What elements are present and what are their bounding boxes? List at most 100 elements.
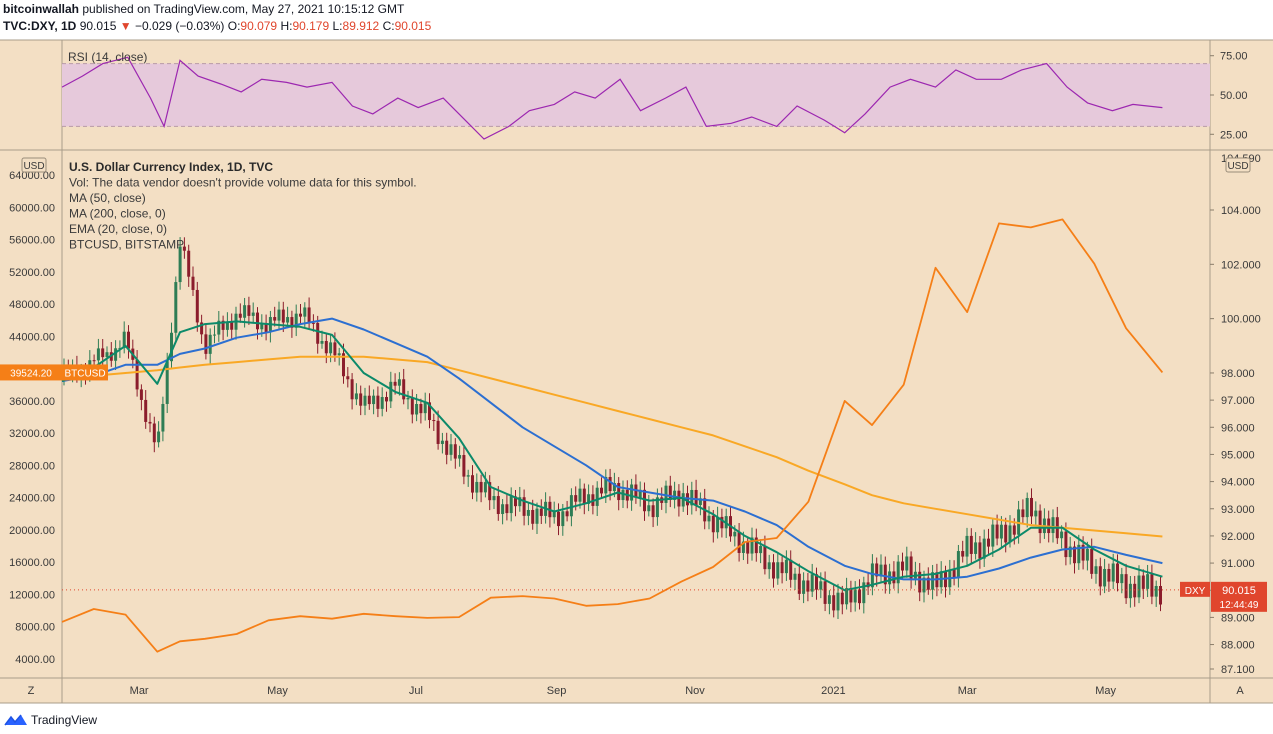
time-axis-label: Jul [409, 685, 423, 697]
candle-up [260, 323, 264, 330]
right-price-tick: 87.100 [1221, 664, 1255, 676]
candle-down [367, 395, 371, 405]
candle-down [858, 589, 861, 604]
rsi-tick-label: 25.00 [1220, 129, 1248, 141]
candle-down [479, 481, 483, 493]
left-price-tick: 20000.00 [9, 525, 55, 537]
left-price-tick: 36000.00 [9, 396, 55, 408]
candle-up [982, 538, 986, 559]
candle-up [1128, 583, 1132, 599]
time-axis-label: 2021 [821, 685, 845, 697]
left-price-tick: 64000.00 [9, 170, 55, 182]
close-value: 90.015 [394, 19, 432, 33]
candle-down [1090, 548, 1094, 574]
candle-up [509, 496, 513, 514]
candle-down [101, 348, 105, 358]
candle-down [763, 545, 767, 570]
candle-down [135, 359, 139, 390]
candle-down [557, 511, 560, 527]
candle-up [819, 581, 823, 590]
btcusd-line [61, 218, 1164, 653]
right-price-tick: 92.000 [1221, 531, 1255, 543]
candle-down [428, 402, 431, 421]
candle-down [531, 509, 535, 524]
candle-down [221, 320, 225, 330]
candle-down [402, 379, 406, 400]
btc-price-tag-bg [0, 364, 62, 381]
candle-down [256, 312, 259, 330]
candle-down [342, 353, 345, 377]
main-pane-bg [0, 150, 1210, 678]
candle-down [290, 317, 294, 328]
candle-down [711, 515, 715, 533]
candle-up [105, 352, 109, 358]
candle-down [139, 389, 143, 400]
candle-down [668, 485, 672, 500]
candle-down [1004, 524, 1008, 543]
dxy-symbol-tag-bg [1180, 581, 1210, 597]
candle-down [410, 397, 414, 415]
candle-down [200, 322, 204, 335]
candle-up [638, 489, 642, 498]
candle-up [1103, 568, 1107, 587]
candle-up [363, 395, 367, 406]
tradingview-label: TradingView [31, 713, 98, 727]
candle-up [483, 482, 487, 493]
open-label: O: [227, 19, 241, 33]
rsi-tick-label: 75.00 [1220, 51, 1248, 63]
dxy-symbol-tag: DXY [1185, 586, 1206, 597]
candle-up [853, 589, 857, 603]
dxy-price-tag-bg [1211, 581, 1267, 612]
candle-up [604, 476, 608, 494]
candle-down [281, 309, 285, 323]
candle-down [182, 246, 186, 251]
candle-down [1107, 568, 1111, 582]
candle-down [445, 440, 449, 455]
time-axis-bg [0, 678, 1273, 703]
left-price-tick: 32000.00 [9, 428, 55, 440]
time-axis-label: Mar [130, 685, 149, 697]
author-name[interactable]: bitcoinwallah [3, 2, 80, 16]
ema20-line [61, 320, 1163, 592]
candle-down [539, 508, 543, 516]
tradingview-brand[interactable]: TradingView [4, 713, 97, 727]
currency-badge-left-bg [21, 157, 47, 173]
time-axis-label: Sep [547, 685, 567, 697]
candle-down [346, 376, 350, 380]
right-price-tick: 93.000 [1221, 504, 1255, 516]
candle-up [354, 393, 358, 400]
candle-up [178, 246, 182, 283]
left-price-tick: 16000.00 [9, 557, 55, 569]
candle-up [655, 497, 659, 518]
rsi-band [62, 63, 1210, 127]
candle-up [595, 487, 599, 506]
candle-down [264, 323, 268, 333]
candle-down [462, 455, 466, 477]
candle-up [466, 475, 470, 477]
candle-down [359, 393, 363, 406]
candle-up [372, 395, 376, 405]
candle-up [802, 580, 806, 594]
candle-up [286, 317, 290, 323]
left-price-tick: 60000.00 [9, 202, 55, 214]
candle-up [716, 516, 720, 533]
candle-down [780, 562, 784, 574]
candle-down [1150, 574, 1154, 597]
candle-up [406, 397, 410, 400]
change-value: −0.029 (−0.03%) [134, 19, 225, 33]
low-label: L: [332, 19, 343, 33]
candle-up [208, 334, 212, 354]
candle-down [617, 483, 621, 501]
symbol-label: TVC:DXY, 1D [3, 19, 77, 33]
right-price-tick: 104.000 [1221, 205, 1261, 217]
candle-up [1085, 548, 1089, 561]
left-price-tick: 12000.00 [9, 589, 55, 601]
candle-down [376, 395, 380, 409]
candle-up [174, 282, 178, 333]
candle-up [552, 511, 556, 518]
candle-down [918, 571, 922, 593]
candle-up [337, 353, 341, 356]
main-legend-item: MA (50, close) [69, 191, 146, 205]
tradingview-logo-icon [4, 714, 27, 726]
